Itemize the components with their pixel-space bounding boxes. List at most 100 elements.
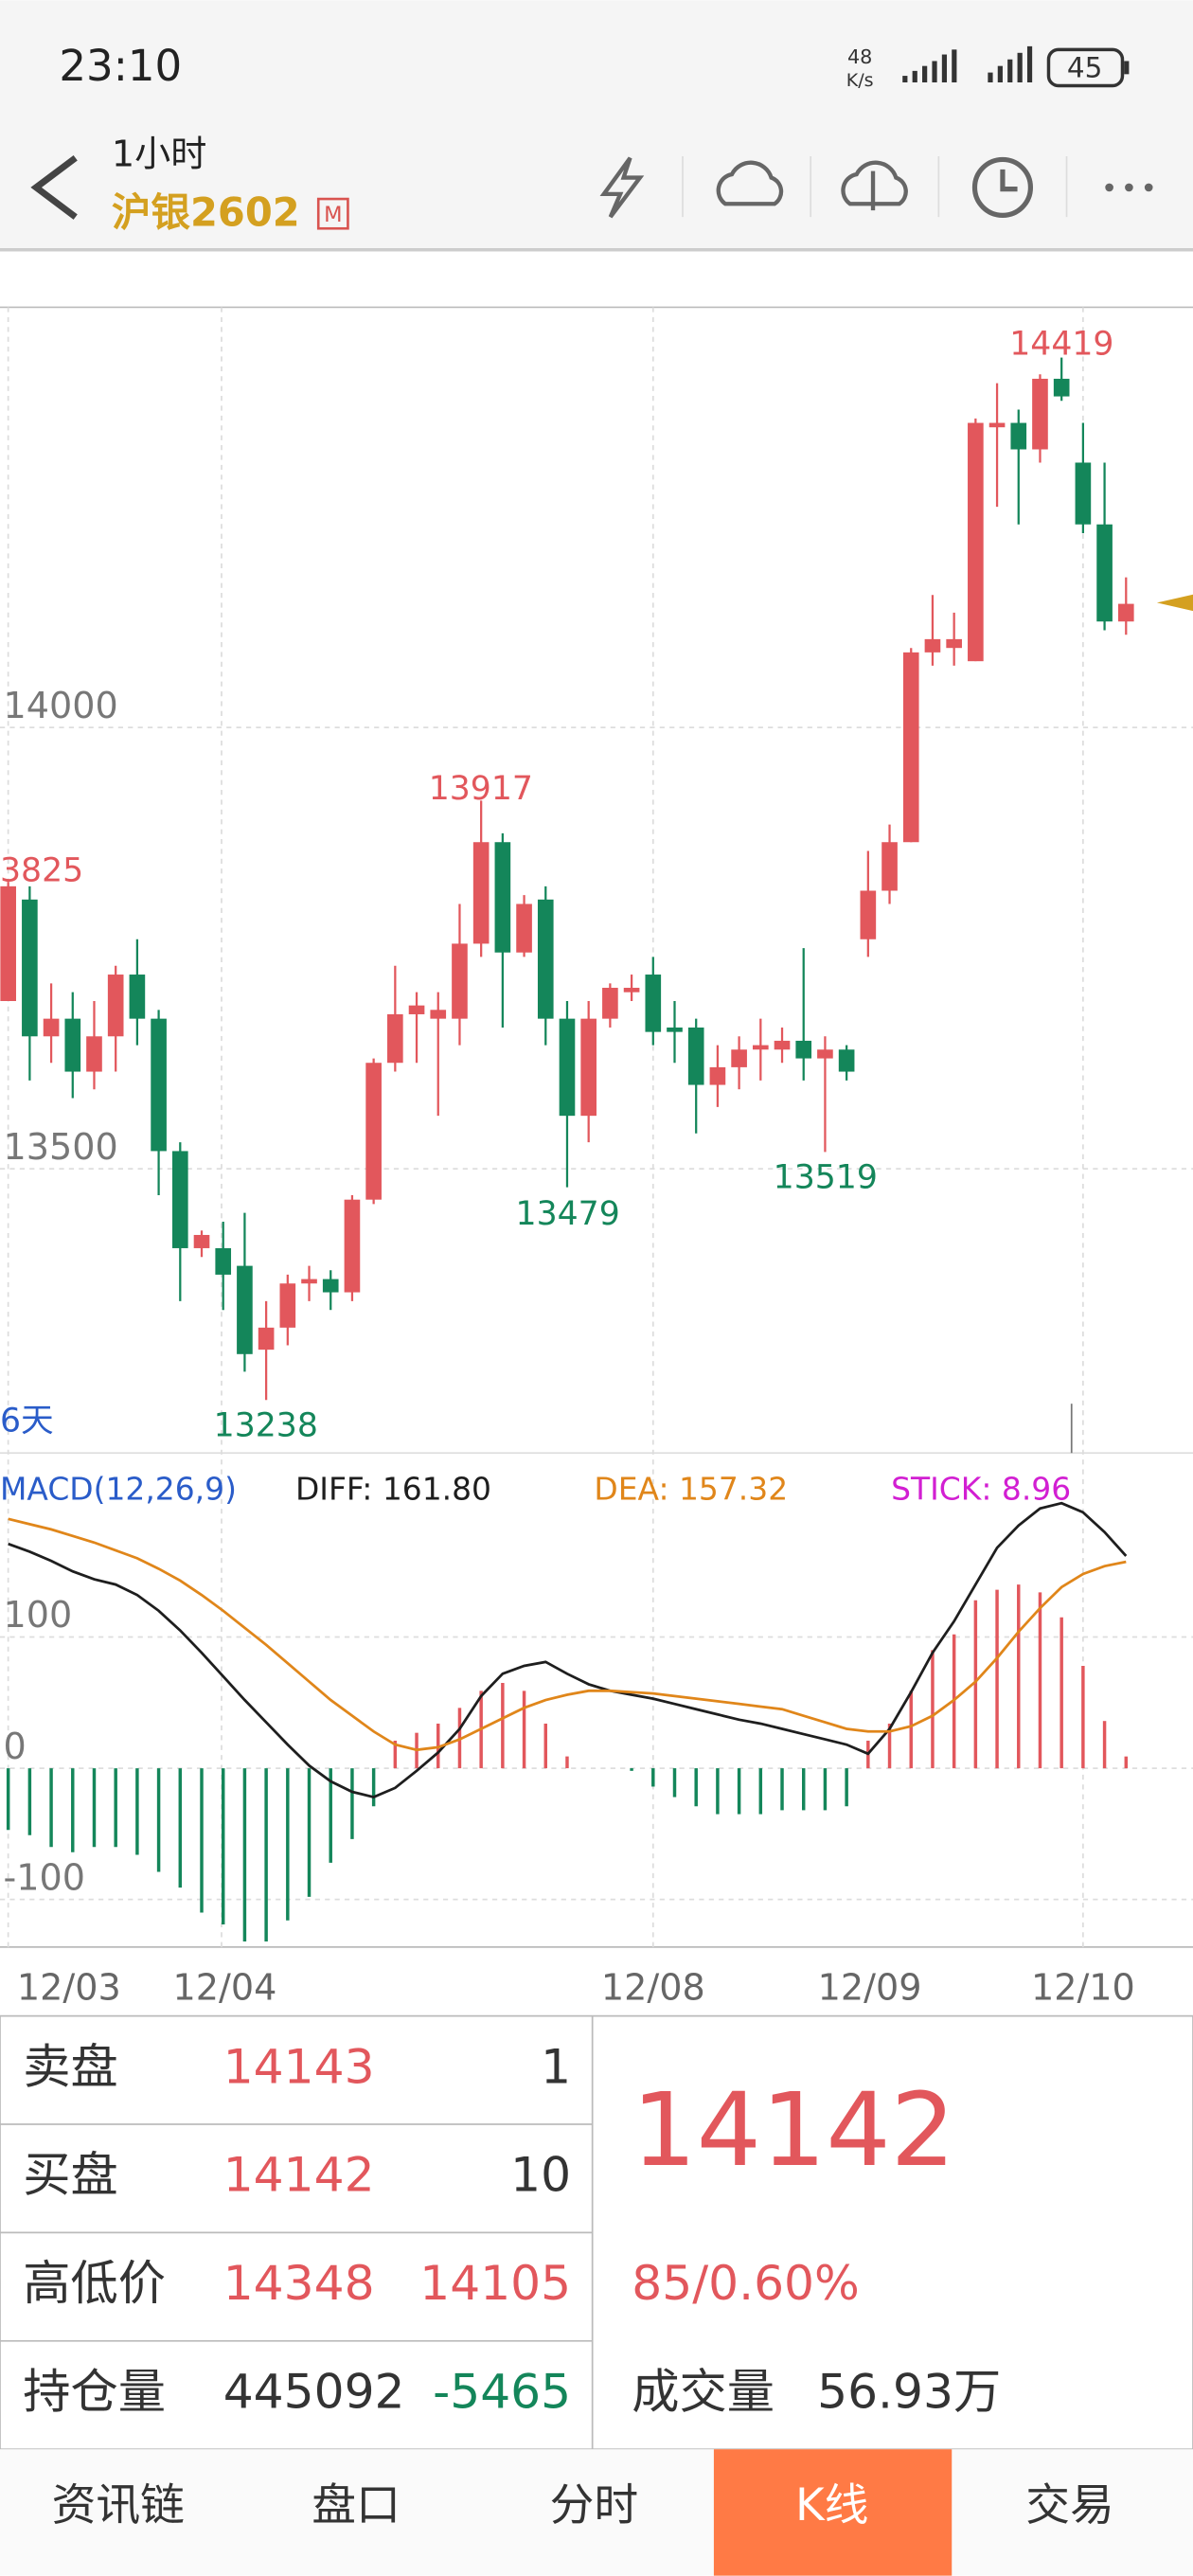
candle-body — [902, 652, 919, 843]
range-label: 6天 — [0, 1402, 54, 1440]
x-tick-label: 12/03 — [17, 1966, 121, 2008]
extreme-label: 13238 — [214, 1406, 318, 1444]
tab[interactable]: 盘口 — [312, 2480, 401, 2531]
candle-body — [988, 422, 1006, 428]
v-grid — [7, 307, 1084, 1947]
legend-dea: DEA: 157.32 — [594, 1471, 788, 1508]
row-price: 14142 — [223, 2147, 375, 2203]
tab[interactable]: 交易 — [1025, 2480, 1114, 2531]
tab-bar — [0, 2449, 1193, 2576]
cloud-sync-icon[interactable] — [841, 160, 908, 211]
candle-body — [0, 886, 16, 1001]
extreme-label: 13917 — [429, 770, 533, 808]
candle-body — [171, 1151, 188, 1248]
candle-body — [667, 1027, 683, 1032]
more-icon[interactable] — [1105, 183, 1153, 192]
candle-body — [1010, 422, 1027, 450]
y-tick-label: 13500 — [3, 1126, 117, 1168]
candle-body — [494, 842, 511, 953]
candle-body — [580, 1018, 596, 1117]
candle-body — [151, 1018, 167, 1152]
back-button[interactable] — [30, 154, 78, 220]
candle-body — [881, 842, 898, 891]
x-tick-label: 12/08 — [601, 1966, 705, 2008]
candle-body — [1032, 378, 1048, 450]
candle-body — [86, 1036, 102, 1072]
candle-body — [752, 1045, 769, 1050]
candle-body — [838, 1049, 855, 1072]
symbol: 沪银2602 — [112, 188, 300, 235]
candle-body — [387, 1013, 403, 1064]
volume-label: 成交量 — [632, 2364, 775, 2420]
clock-icon[interactable] — [971, 156, 1034, 218]
y-tick-label: -100 — [3, 1856, 85, 1898]
row-label: 买盘 — [23, 2147, 118, 2203]
macd-title: MACD(12,26,9) — [0, 1471, 237, 1508]
candle-body — [516, 903, 532, 953]
y-tick-label: 14000 — [3, 685, 117, 726]
row-price: 14143 — [223, 2038, 375, 2094]
x-tick-label: 12/04 — [173, 1966, 277, 2008]
candle-body — [365, 1063, 382, 1200]
candle-body — [43, 1018, 60, 1037]
row-value: 10 — [510, 2147, 571, 2203]
candle-body — [344, 1199, 361, 1293]
candle-body — [1117, 603, 1134, 622]
cloud-icon[interactable] — [716, 160, 784, 206]
legend-diff: DIFF: 161.80 — [295, 1471, 491, 1508]
candle-body — [946, 638, 962, 649]
extreme-label: 3825 — [0, 852, 83, 890]
battery-tip — [1124, 61, 1130, 75]
signal-icons — [902, 45, 1033, 83]
candle-body — [430, 1010, 447, 1019]
tab[interactable]: 分时 — [550, 2480, 639, 2531]
candle-body — [537, 899, 554, 1019]
tab[interactable]: 资讯链 — [52, 2480, 185, 2531]
candle-body — [968, 422, 984, 662]
candle-body — [452, 943, 468, 1019]
candle-body — [107, 975, 124, 1037]
candle-body — [687, 1027, 704, 1085]
y-tick-label: 0 — [3, 1726, 26, 1767]
candle-body — [472, 842, 490, 944]
row-label: 持仓量 — [23, 2364, 166, 2420]
candle-body — [1096, 524, 1113, 622]
row-change: -5465 — [433, 2364, 571, 2420]
candle-body — [193, 1234, 210, 1248]
candle-body — [795, 1040, 812, 1059]
candle-body — [129, 975, 146, 1019]
candle-body — [559, 1018, 576, 1117]
badge-box — [316, 197, 349, 230]
row-label: 卖盘 — [23, 2038, 118, 2094]
candle-body — [237, 1265, 253, 1354]
candle-body — [408, 1005, 425, 1014]
net-unit: K/s — [846, 70, 874, 91]
candle-body — [1075, 462, 1092, 525]
candle-body — [258, 1327, 275, 1351]
candle-body — [1053, 378, 1070, 397]
x-tick-label: 12/09 — [818, 1966, 922, 2008]
legend-stick: STICK: 8.96 — [891, 1471, 1071, 1508]
battery — [1046, 47, 1125, 88]
extreme-label: 14419 — [1009, 325, 1113, 363]
change: 85/0.60% — [632, 2255, 860, 2311]
candle-body — [602, 988, 618, 1019]
row-label: 高低价 — [23, 2255, 166, 2311]
volume: 56.93万 — [817, 2364, 1001, 2420]
candle-body — [645, 975, 662, 1032]
tab[interactable]: K线 — [795, 2480, 868, 2531]
candle-body — [301, 1279, 317, 1284]
macd-line — [8, 1517, 1127, 1752]
row-value: 1 — [541, 2038, 571, 2094]
period: 1小时 — [112, 133, 206, 174]
extreme-label: 13479 — [516, 1195, 620, 1233]
candle-body — [623, 988, 640, 993]
badge: M — [324, 203, 342, 227]
active-tab — [713, 2449, 953, 2576]
candle-body — [924, 638, 941, 653]
net-speed: 48 — [847, 45, 872, 68]
candle-body — [774, 1040, 791, 1050]
flash-icon[interactable] — [599, 156, 645, 219]
